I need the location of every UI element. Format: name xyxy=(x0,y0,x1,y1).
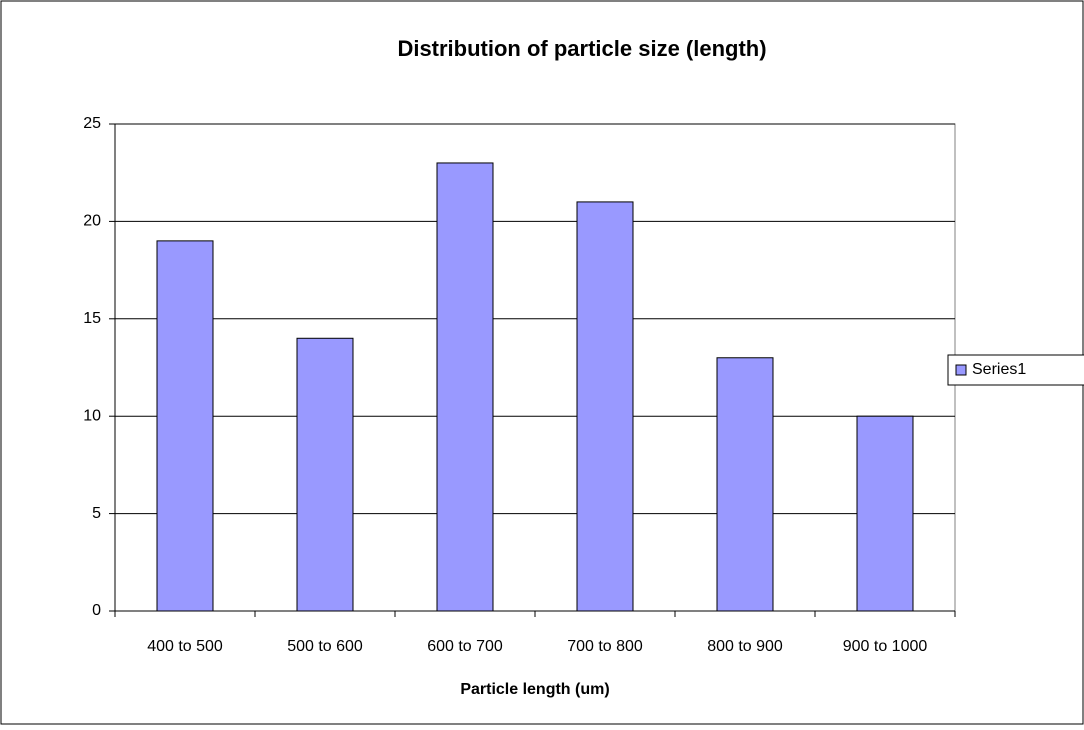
y-tick-label: 10 xyxy=(83,407,101,424)
y-tick-label: 5 xyxy=(92,505,101,522)
bar xyxy=(436,162,494,612)
x-tick-label: 900 to 1000 xyxy=(843,638,928,655)
x-tick-label: 500 to 600 xyxy=(287,638,363,655)
x-tick-label: 800 to 900 xyxy=(707,638,783,655)
y-tick-label: 0 xyxy=(92,602,101,619)
x-tick-label: 600 to 700 xyxy=(427,638,503,655)
chart-title: Distribution of particle size (length) xyxy=(397,36,766,61)
bar xyxy=(156,240,214,612)
bar xyxy=(296,337,354,612)
y-tick-label: 25 xyxy=(83,115,101,132)
y-tick-label: 15 xyxy=(83,310,101,327)
bar xyxy=(576,201,634,612)
plot-area xyxy=(114,123,956,612)
legend-box xyxy=(947,354,1084,386)
legend-swatch xyxy=(955,364,967,376)
y-tick-label: 20 xyxy=(83,213,101,230)
x-tick-label: 700 to 800 xyxy=(567,638,643,655)
x-axis-title: Particle length (um) xyxy=(460,681,609,698)
legend-label: Series1 xyxy=(972,361,1026,378)
x-tick-label: 400 to 500 xyxy=(147,638,223,655)
bar xyxy=(856,415,914,612)
bar xyxy=(716,357,774,612)
